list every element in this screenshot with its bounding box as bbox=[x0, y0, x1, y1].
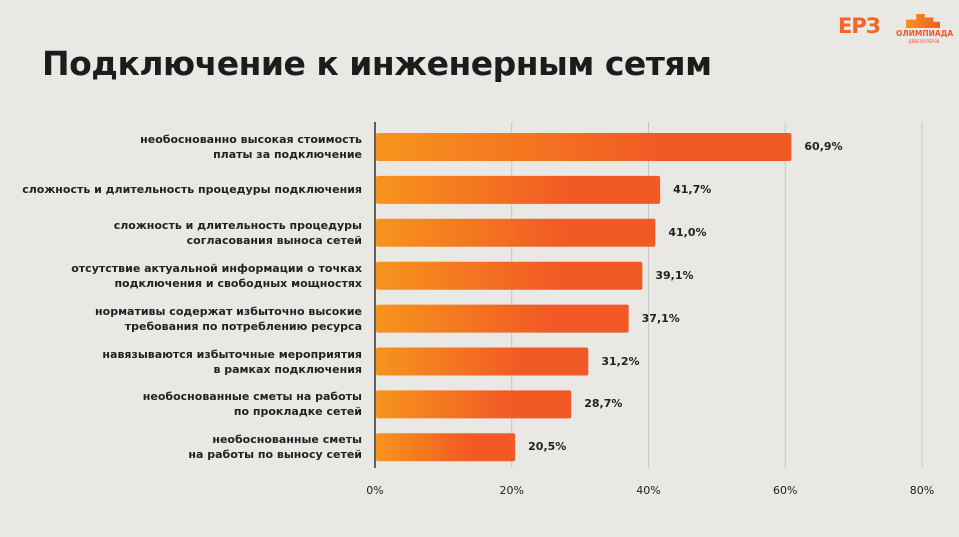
x-tick-label: 0% bbox=[366, 484, 384, 497]
data-label: 37,1% bbox=[641, 311, 680, 325]
data-label: 41,7% bbox=[673, 182, 712, 196]
data-label: 31,2% bbox=[601, 354, 640, 368]
x-tick-label: 20% bbox=[499, 484, 524, 497]
bar bbox=[376, 390, 572, 419]
category-label: необоснованно высокая стоимость платы за… bbox=[140, 133, 362, 161]
olympiad-logo-subtext: ДЕВЕЛОПЕРОВ bbox=[908, 39, 940, 44]
bar bbox=[376, 304, 629, 333]
erz-logo: ЕРЗ bbox=[838, 14, 881, 38]
page-title: Подключение к инженерным сетям bbox=[42, 44, 712, 83]
category-label: нормативы содержат избыточно высокие тре… bbox=[95, 304, 362, 333]
olympiad-logo: ОЛИМПИАДА ДЕВЕЛОПЕРОВ bbox=[896, 12, 954, 48]
x-tick-label: 60% bbox=[773, 484, 798, 497]
x-tick-label: 40% bbox=[636, 484, 661, 497]
bar bbox=[376, 218, 656, 247]
data-label: 60,9% bbox=[804, 140, 843, 153]
data-label: 20,5% bbox=[528, 440, 567, 454]
data-label: 39,1% bbox=[655, 268, 694, 282]
bar bbox=[376, 133, 792, 161]
category-label: сложность и длительность процедуры согла… bbox=[113, 218, 362, 247]
data-label: 28,7% bbox=[584, 397, 623, 411]
data-label: 41,0% bbox=[668, 225, 707, 239]
x-tick-label: 80% bbox=[909, 484, 935, 497]
bar bbox=[376, 433, 516, 462]
category-label: отсутствие актуальной информации о точка… bbox=[71, 261, 362, 290]
bar bbox=[376, 175, 661, 204]
bar bbox=[376, 261, 643, 290]
category-label: сложность и длительность процедуры подкл… bbox=[22, 183, 362, 197]
category-label: необоснованные сметы на работы по выносу… bbox=[188, 433, 362, 462]
category-label: необоснованные сметы на работы по прокла… bbox=[142, 390, 362, 419]
category-label: навязываются избыточные мероприятия в ра… bbox=[102, 347, 362, 376]
olympiad-logo-name: ОЛИМПИАДА bbox=[896, 29, 954, 38]
bar bbox=[376, 347, 589, 376]
